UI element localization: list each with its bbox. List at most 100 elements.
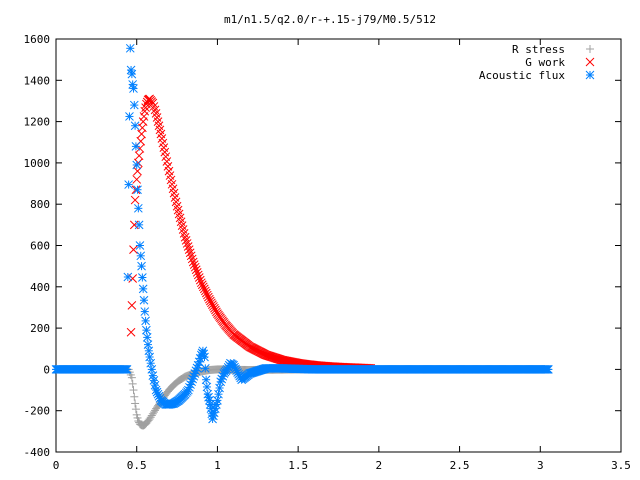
data-point — [134, 220, 144, 230]
data-point — [131, 405, 140, 414]
data-point — [183, 242, 193, 251]
data-point — [148, 409, 157, 418]
data-point — [130, 195, 140, 205]
data-point — [185, 248, 195, 258]
x-tick-label: 0.5 — [127, 459, 147, 472]
data-point — [137, 261, 146, 271]
y-tick-label: 1600 — [24, 33, 51, 46]
data-point — [129, 84, 138, 93]
series-2 — [51, 43, 553, 424]
data-point — [122, 365, 132, 374]
data-point — [187, 254, 197, 264]
x-tick-label: 1.5 — [288, 459, 308, 472]
legend-label: R stress — [512, 43, 565, 56]
data-point — [184, 245, 194, 254]
data-point — [140, 307, 150, 316]
data-point — [193, 270, 203, 280]
data-point — [130, 121, 140, 131]
data-point — [189, 260, 199, 269]
data-point — [140, 106, 150, 116]
y-tick-label: 0 — [43, 363, 50, 376]
data-point — [129, 386, 138, 395]
data-point — [201, 288, 211, 298]
y-tick-label: 1200 — [24, 116, 51, 129]
y-tick-label: 200 — [30, 322, 50, 335]
data-point — [126, 327, 136, 337]
data-point — [192, 267, 202, 277]
data-point — [129, 100, 139, 110]
data-point — [186, 251, 196, 261]
data-point — [130, 392, 139, 401]
data-point — [138, 273, 147, 282]
data-point — [139, 295, 149, 305]
legend-label: G work — [525, 56, 565, 69]
data-point — [147, 411, 156, 420]
data-point — [132, 160, 142, 170]
legend-marker — [585, 70, 595, 80]
data-point — [124, 180, 133, 189]
y-tick-label: 1400 — [24, 74, 51, 87]
data-point — [134, 151, 144, 161]
data-point — [190, 262, 200, 272]
data-point — [127, 301, 137, 310]
data-point — [142, 333, 152, 342]
y-tick-label: -200 — [24, 405, 51, 418]
data-point — [135, 144, 145, 153]
data-point — [148, 98, 158, 108]
data-point — [196, 278, 206, 288]
data-point — [197, 280, 207, 290]
data-point — [146, 413, 155, 422]
x-tick-label: 2.5 — [450, 459, 470, 472]
series-marks — [51, 43, 553, 430]
data-point — [128, 274, 138, 283]
x-tick-label: 2 — [376, 459, 383, 472]
data-point — [202, 382, 212, 392]
data-point — [131, 142, 141, 151]
data-point — [201, 375, 211, 385]
data-point — [128, 379, 137, 388]
x-tick-label: 3 — [537, 459, 544, 472]
data-point — [200, 286, 210, 296]
y-tick-label: 1000 — [24, 157, 51, 170]
data-point — [194, 273, 204, 282]
legend-marker — [586, 45, 594, 53]
y-tick-label: -400 — [24, 446, 51, 459]
data-point — [149, 102, 159, 111]
data-point — [127, 69, 137, 79]
data-point — [199, 284, 209, 294]
data-point — [180, 232, 190, 242]
data-point — [136, 251, 146, 261]
data-point — [123, 272, 133, 282]
y-tick-label: 600 — [30, 240, 50, 253]
chart-title: m1/n1.5/q2.0/r-+.15-j79/M0.5/512 — [224, 13, 436, 26]
data-point — [133, 185, 142, 195]
y-tick-label: 400 — [30, 281, 50, 294]
data-point — [129, 245, 138, 254]
series-1 — [126, 94, 376, 373]
data-point — [132, 175, 142, 184]
data-point — [182, 239, 192, 248]
legend-marker — [585, 57, 595, 67]
x-tick-label: 3.5 — [611, 459, 631, 472]
axes: 0 0.5 1 1.5 2 2.5 3 3.5 -400 -200 0 200 400 600 800 100… — [24, 33, 631, 472]
data-point — [125, 43, 135, 53]
data-point — [133, 203, 143, 213]
data-point — [181, 235, 191, 245]
data-point — [149, 408, 158, 417]
y-tick-label: 800 — [30, 198, 50, 211]
data-point — [198, 282, 208, 292]
data-point — [142, 325, 151, 335]
data-point — [135, 241, 145, 250]
data-point — [127, 373, 136, 382]
data-point — [138, 284, 148, 294]
data-point — [146, 358, 156, 368]
data-point — [144, 346, 154, 356]
legend-label: Acoustic flux — [479, 69, 565, 82]
data-point — [200, 364, 210, 373]
data-point — [145, 414, 154, 423]
data-point — [202, 290, 212, 300]
series-0 — [52, 365, 553, 430]
